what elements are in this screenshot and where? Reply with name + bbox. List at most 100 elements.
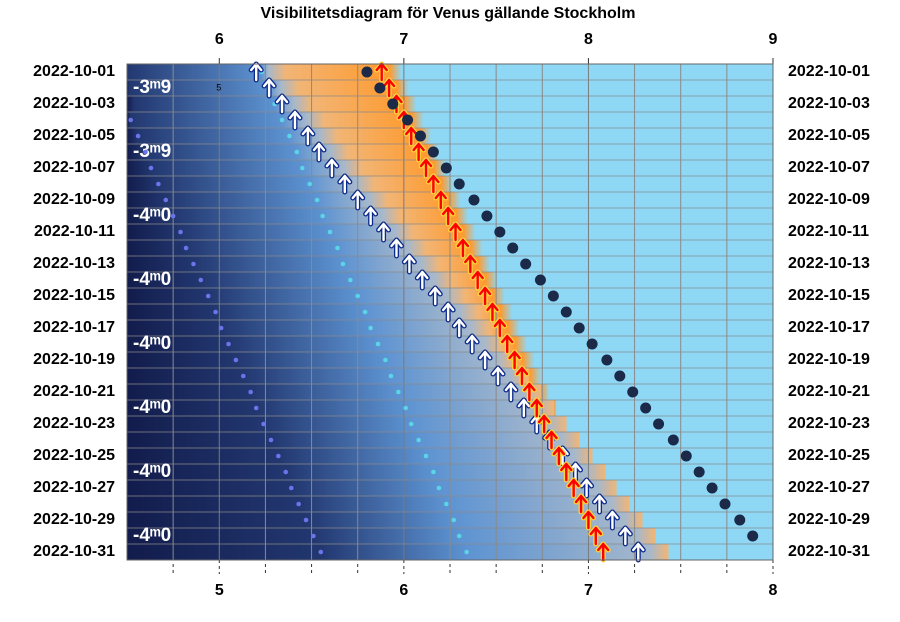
point: [507, 242, 519, 254]
point: [667, 434, 679, 446]
arrow: [477, 285, 493, 307]
x-tick-label: 8: [584, 31, 593, 48]
magnitude-label: -3ᵐ9: [133, 77, 171, 98]
arrow: [324, 157, 340, 179]
date-label: 2022-10-23: [788, 415, 870, 432]
point: [303, 517, 309, 523]
point: [586, 338, 598, 350]
arrow: [551, 445, 567, 467]
annotation: 5: [216, 82, 221, 92]
arrow: [248, 61, 264, 83]
arrow: [261, 77, 277, 99]
date-label: 2022-10-21: [788, 383, 870, 400]
point: [335, 245, 340, 251]
arrow: [573, 493, 589, 515]
point: [128, 117, 133, 123]
date-label: 2022-10-13: [33, 255, 115, 272]
date-label: 2022-10-05: [788, 127, 870, 144]
point: [213, 309, 218, 315]
x2-tick-label: 6: [399, 582, 408, 599]
arrow: [477, 349, 493, 371]
date-label: 2022-10-01: [33, 63, 115, 80]
x2-tick-label: 7: [584, 582, 593, 599]
point: [402, 114, 414, 126]
arrow: [470, 269, 486, 291]
point: [355, 293, 361, 299]
arrow: [595, 541, 611, 563]
point: [431, 469, 436, 475]
point: [296, 501, 301, 507]
arrow: [311, 141, 327, 163]
point: [279, 117, 285, 123]
arrow: [455, 237, 471, 259]
magnitude-label: -4ᵐ0: [133, 205, 171, 226]
point: [183, 245, 189, 251]
point: [494, 226, 506, 238]
arrow: [274, 93, 290, 115]
point: [414, 130, 426, 142]
arrow: [451, 317, 467, 339]
point: [300, 165, 305, 171]
arrow: [433, 189, 449, 211]
point: [233, 357, 239, 363]
point: [464, 549, 469, 555]
point: [468, 194, 480, 206]
date-label: 2022-10-17: [788, 319, 870, 336]
date-label: 2022-10-05: [33, 127, 115, 144]
date-label: 2022-10-15: [788, 287, 870, 304]
arrow: [579, 477, 595, 499]
arrow: [529, 397, 545, 419]
point: [253, 405, 259, 411]
point: [320, 213, 325, 219]
arrow: [558, 461, 574, 483]
date-label: 2022-10-25: [33, 447, 115, 464]
arrow: [580, 509, 596, 531]
point: [218, 325, 224, 331]
arrow: [503, 381, 519, 403]
arrow: [492, 317, 508, 339]
point: [627, 386, 639, 398]
date-label: 2022-10-29: [788, 511, 870, 528]
arrow: [374, 61, 390, 83]
arrow: [427, 285, 443, 307]
point: [240, 373, 246, 379]
point: [191, 261, 196, 267]
magnitude-label: -3ᵐ9: [133, 141, 171, 162]
point: [307, 181, 313, 187]
point: [268, 437, 274, 443]
point: [375, 341, 381, 347]
magnitude-label: -4ᵐ0: [133, 269, 171, 290]
point: [361, 66, 373, 78]
arrow: [604, 509, 620, 531]
point: [560, 306, 572, 318]
point: [706, 482, 718, 494]
point: [340, 261, 346, 267]
point: [614, 370, 626, 382]
point: [348, 277, 353, 283]
point: [374, 82, 386, 94]
arrow: [462, 253, 478, 275]
point: [640, 402, 652, 414]
magnitude-label: -4ᵐ0: [133, 397, 171, 418]
x2-tick-label: 8: [769, 582, 778, 599]
point: [314, 197, 320, 203]
point: [288, 485, 294, 491]
arrow: [425, 173, 441, 195]
arrow: [592, 493, 608, 515]
point: [427, 146, 439, 158]
arrow: [300, 125, 316, 147]
point: [294, 149, 300, 155]
date-label: 2022-10-07: [788, 159, 870, 176]
magnitude-label: -4ᵐ0: [133, 333, 171, 354]
date-label: 2022-10-01: [788, 63, 870, 80]
arrow: [588, 525, 604, 547]
chart-title: Visibilitetsdiagram för Venus gällande S…: [261, 5, 636, 22]
date-label: 2022-10-19: [788, 351, 870, 368]
arrow: [418, 157, 434, 179]
date-label: 2022-10-09: [33, 191, 115, 208]
date-label: 2022-10-03: [33, 95, 115, 112]
point: [205, 293, 211, 299]
point: [403, 405, 409, 411]
point: [163, 197, 169, 203]
